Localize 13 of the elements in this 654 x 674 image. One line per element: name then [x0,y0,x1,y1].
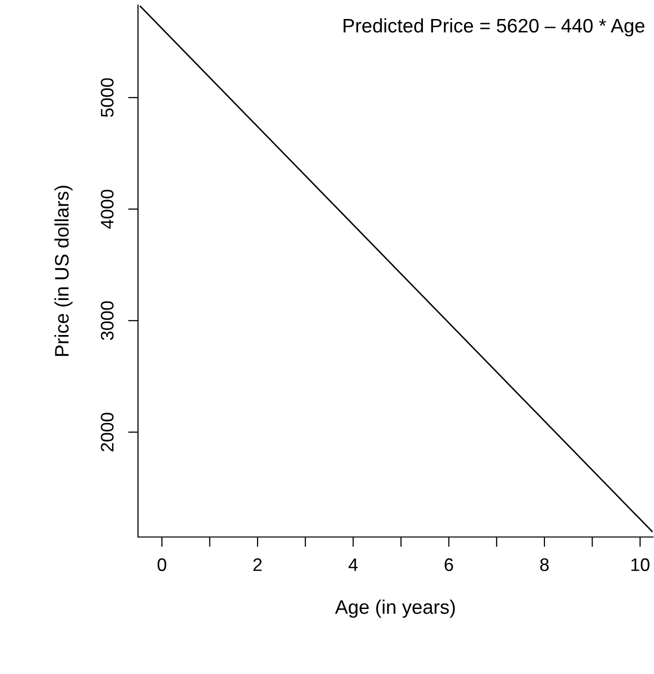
x-tick-label: 0 [158,558,166,572]
x-tick-label: 10 [631,558,650,572]
y-axis-title: Price (in US dollars) [54,186,73,356]
y-tick-label: 2000 [100,412,114,452]
x-tick-label: 2 [253,558,262,571]
y-tick-label: 5000 [100,78,114,117]
x-axis-title: Age (in years) [335,600,455,618]
x-tick-label: 4 [348,558,358,571]
y-tick-label: 4000 [100,190,114,229]
annotation: Predicted Price = 5620 – 440 * Age [344,18,644,36]
y-tick-label: 3000 [100,301,114,340]
x-tick-label: 6 [444,558,454,572]
x-tick-label: 8 [540,558,549,572]
